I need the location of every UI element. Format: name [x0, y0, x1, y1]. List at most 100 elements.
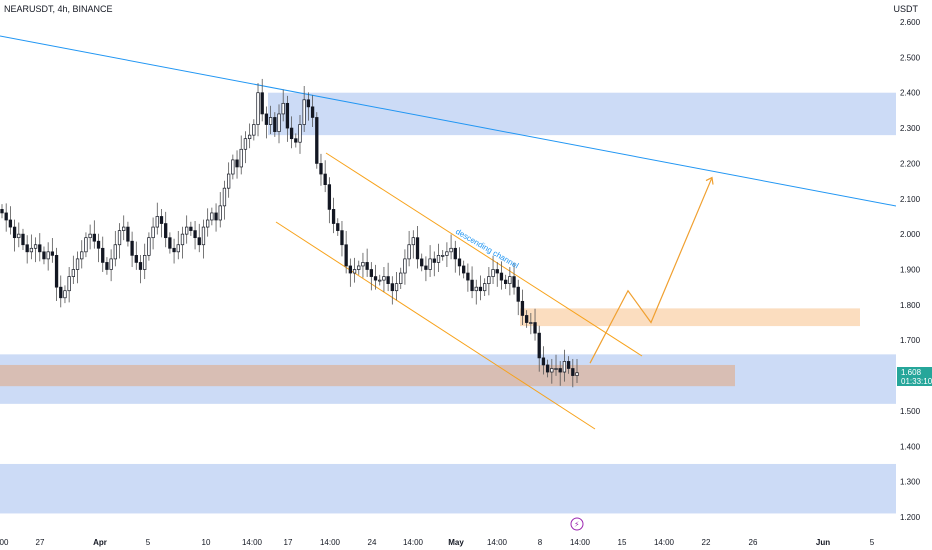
candle-body: [533, 322, 537, 334]
candle-body: [197, 237, 201, 246]
price-tick-label: 1.700: [900, 336, 921, 345]
time-tick-label: 14:00: [242, 538, 263, 547]
price-tick-label: 1.400: [900, 442, 921, 451]
price-tick-label: 2.200: [900, 159, 921, 168]
candle-body: [373, 276, 378, 281]
candle-body: [185, 226, 189, 235]
candle-body: [499, 272, 504, 281]
candle-body: [390, 283, 394, 292]
candle-body: [445, 251, 449, 256]
candle-body: [50, 251, 55, 256]
time-tick-label: 17: [284, 538, 293, 547]
candle-body: [378, 279, 382, 282]
candle-body: [420, 258, 424, 267]
candle-body: [164, 223, 168, 239]
candle-body: [571, 368, 575, 376]
candle-body: [46, 251, 50, 260]
candle-body: [407, 244, 411, 260]
price-tick-label: 2.300: [900, 124, 921, 133]
descending-trendline: [0, 35, 897, 207]
candle-body: [33, 244, 38, 249]
price-tick-label: 2.600: [900, 18, 921, 27]
zone-entry: [0, 364, 735, 387]
candle-body: [109, 258, 113, 270]
candle-body: [268, 117, 273, 125]
candle-body: [92, 233, 96, 242]
time-tick-label: 5: [146, 538, 151, 547]
candle-body: [428, 258, 432, 270]
candle-body: [247, 134, 252, 140]
candle-body: [357, 265, 361, 270]
time-tick-label: 22: [702, 538, 711, 547]
candle-body: [520, 300, 525, 316]
candle-body: [172, 247, 176, 253]
candle-body: [25, 244, 29, 253]
candle-body: [214, 212, 218, 221]
candle-body: [294, 138, 298, 143]
candle-body: [474, 286, 478, 292]
candle-body: [449, 247, 453, 253]
time-tick-label: 24: [368, 538, 377, 547]
candle-body: [189, 226, 193, 231]
candle-body: [67, 276, 71, 292]
candle-body: [302, 99, 306, 125]
candle-body: [12, 226, 17, 239]
candles-layer: [0, 78, 579, 388]
candle-body: [8, 219, 13, 228]
price-tick-label: 2.400: [900, 89, 921, 98]
candle-body: [403, 258, 407, 274]
candle-body: [550, 368, 554, 373]
candle-body: [562, 361, 567, 373]
candle-body: [466, 272, 470, 281]
candle-body: [424, 265, 428, 270]
candle-body: [147, 237, 151, 256]
currency-unit: USDT: [893, 4, 919, 14]
symbol-header: NEARUSDT, 4h, BINANCE: [4, 4, 113, 14]
candle-body: [210, 212, 214, 221]
candle-body: [462, 265, 466, 274]
price-axis[interactable]: 2.600 2.500 2.400 2.300 2.200 2.100 2.000 1.900…: [896, 0, 932, 550]
candle-body: [512, 276, 516, 288]
price-tick-label: 2.000: [900, 230, 921, 239]
candle-body: [243, 138, 248, 150]
time-tick-label: 14:00: [570, 538, 591, 547]
candle-body: [441, 255, 445, 257]
time-tick-label: 27: [36, 538, 45, 547]
candle-body: [218, 205, 222, 221]
event-marker[interactable]: ⚡: [570, 517, 584, 531]
candle-body: [554, 368, 558, 370]
candle-body: [285, 102, 290, 129]
candle-body: [239, 148, 243, 168]
candle-body: [545, 364, 550, 373]
candle-body: [537, 332, 541, 359]
candle-body: [176, 244, 180, 253]
candle-body: [126, 226, 130, 242]
candle-body: [319, 163, 323, 175]
candle-body: [411, 237, 415, 246]
time-tick-label: 8: [538, 538, 543, 547]
candle-body: [151, 226, 155, 239]
candle-body: [382, 276, 386, 281]
price-tick-label: 1.800: [900, 301, 921, 310]
candle-body: [478, 286, 483, 292]
time-tick-label: 15: [618, 538, 627, 547]
candle-body: [17, 233, 21, 239]
candle-body: [432, 258, 436, 263]
candle-body: [306, 99, 311, 108]
candle-body: [575, 372, 579, 376]
candle-body: [315, 117, 319, 164]
candle-body: [529, 322, 533, 324]
time-tick-label: 10: [202, 538, 211, 547]
time-axis[interactable]: 00 27 Apr 5 10 14:00 17 14:00 24 14:00 May 14:00 8 14…: [0, 538, 875, 547]
channel-upper-line: [325, 152, 643, 357]
candle-body: [277, 113, 281, 132]
candle-body: [122, 226, 126, 231]
price-tick-label: 1.900: [900, 266, 921, 275]
candle-body: [29, 247, 34, 253]
candle-body: [159, 216, 164, 224]
candle-body: [369, 269, 373, 277]
candle-body: [222, 187, 227, 207]
candle-body: [96, 240, 101, 249]
candle-body: [273, 117, 277, 132]
